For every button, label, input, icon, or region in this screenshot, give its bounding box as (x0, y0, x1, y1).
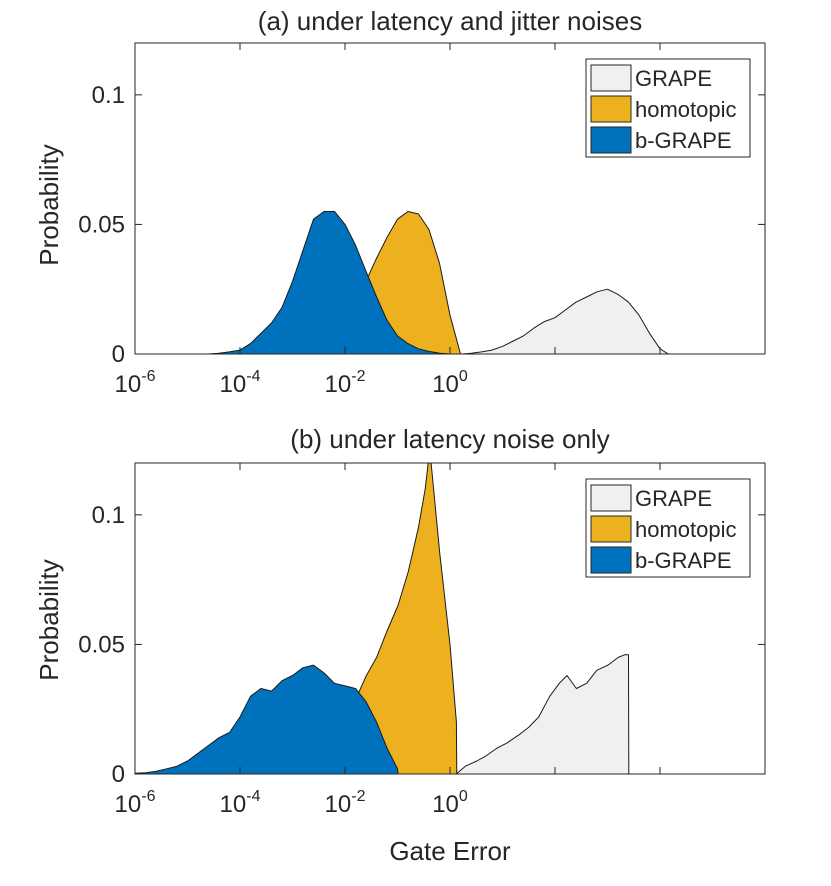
x-tick-label-b: 10-4 (220, 788, 261, 818)
legend-label-bgrape-a: b-GRAPE (635, 128, 732, 153)
panel-b: (b) under latency noise only Probability… (34, 424, 766, 866)
plot-frame-b (134, 462, 766, 775)
x-tick-label-a: 10-2 (325, 368, 366, 398)
series-area-grape-b (455, 654, 630, 775)
y-tick-label-a: 0.05 (78, 211, 125, 238)
x-tick-label-b: 100 (432, 788, 468, 818)
y-tick-label-a: 0.1 (92, 82, 125, 109)
legend-swatch-grape-a (590, 64, 632, 92)
y-axis-label-a: Probability (34, 144, 64, 265)
y-tick-label-a: 0 (112, 341, 125, 368)
x-tick-label-b: 10-2 (325, 788, 366, 818)
y-tick-label-b: 0 (112, 761, 125, 788)
legend-label-homotopic-a: homotopic (635, 97, 737, 122)
x-axis-label: Gate Error (389, 836, 511, 866)
legend-label-homotopic-b: homotopic (635, 517, 737, 542)
chart-title-b: (b) under latency noise only (290, 424, 609, 454)
series-area-grape-a (461, 288, 669, 355)
x-tick-label-a: 100 (432, 368, 468, 398)
y-tick-label-b: 0.05 (78, 631, 125, 658)
series-layer-b (134, 462, 630, 775)
y-tick-label-b: 0.1 (92, 502, 125, 529)
legend-label-grape-b: GRAPE (635, 486, 712, 511)
legend-swatch-homotopic-a (590, 95, 632, 123)
x-tick-label-b: 10-6 (115, 788, 156, 818)
series-area-b-grape-b (134, 664, 399, 775)
x-tick-label-a: 10-4 (220, 368, 261, 398)
ticks-layer-b: 10-6 10-4 10-2 100 0 0.05 0.1 (78, 463, 766, 818)
series-area-b-grape-a (207, 211, 451, 355)
plot-frame-a (134, 42, 766, 355)
legend-swatch-grape-b (590, 484, 632, 512)
series-layer-a (207, 211, 669, 355)
legend-label-grape-a: GRAPE (635, 66, 712, 91)
legend-swatch-bgrape-a (590, 126, 632, 154)
ticks-layer-a: 10-6 10-4 10-2 100 0 0.05 0.1 (78, 43, 766, 398)
chart-title-a: (a) under latency and jitter noises (258, 6, 642, 36)
legend-swatch-homotopic-b (590, 515, 632, 543)
y-axis-label-b: Probability (34, 559, 64, 680)
legend-label-bgrape-b: b-GRAPE (635, 548, 732, 573)
x-tick-label-a: 10-6 (115, 368, 156, 398)
legend-swatch-bgrape-b (590, 546, 632, 574)
legend-a: GRAPE homotopic b-GRAPE (585, 58, 751, 158)
legend-b: GRAPE homotopic b-GRAPE (585, 478, 751, 578)
panel-a: (a) under latency and jitter noises Prob… (34, 6, 766, 398)
series-area-homotopic-b (346, 462, 458, 775)
